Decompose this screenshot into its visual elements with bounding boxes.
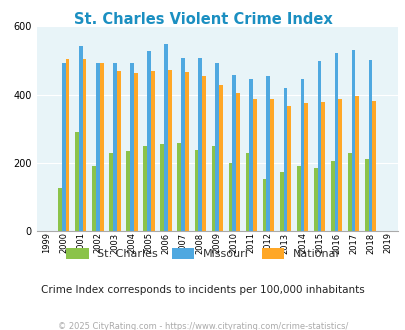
Bar (109, 152, 113, 231)
Bar (296, 166, 300, 231)
Bar (232, 75, 236, 231)
Bar (83, 59, 86, 231)
Bar (313, 168, 317, 231)
Bar (211, 147, 215, 231)
Bar (198, 58, 202, 231)
Bar (164, 44, 168, 231)
Bar (347, 153, 351, 231)
Bar (100, 63, 103, 231)
Bar (151, 71, 154, 231)
Bar (262, 179, 266, 231)
Bar (304, 104, 307, 231)
Bar (249, 79, 253, 231)
Bar (337, 99, 341, 231)
Bar (228, 163, 232, 231)
Bar (354, 96, 358, 231)
Bar (368, 60, 371, 231)
Bar (270, 99, 273, 231)
Bar (130, 63, 134, 231)
Bar (168, 70, 171, 231)
Text: St. Charles Violent Crime Index: St. Charles Violent Crime Index (73, 12, 332, 26)
Bar (194, 150, 198, 231)
Bar (58, 188, 62, 231)
Bar (92, 166, 96, 231)
Bar (62, 63, 66, 231)
Bar (75, 132, 79, 231)
Bar (79, 46, 83, 231)
Text: © 2025 CityRating.com - https://www.cityrating.com/crime-statistics/: © 2025 CityRating.com - https://www.city… (58, 322, 347, 330)
Bar (126, 151, 130, 231)
Bar (147, 51, 151, 231)
Bar (117, 71, 120, 231)
Bar (160, 144, 164, 231)
Bar (185, 72, 188, 231)
Bar (181, 58, 185, 231)
Bar (371, 101, 375, 231)
Bar (279, 172, 283, 231)
Legend: St. Charles, Missouri, National: St. Charles, Missouri, National (62, 243, 343, 263)
Bar (287, 106, 290, 231)
Bar (202, 76, 205, 231)
Bar (134, 73, 137, 231)
Bar (317, 60, 321, 231)
Bar (66, 59, 69, 231)
Bar (283, 88, 287, 231)
Bar (245, 152, 249, 231)
Bar (321, 102, 324, 231)
Bar (253, 99, 256, 231)
Bar (334, 53, 337, 231)
Bar (300, 79, 304, 231)
Bar (351, 50, 354, 231)
Bar (143, 147, 147, 231)
Bar (266, 76, 270, 231)
Bar (177, 143, 181, 231)
Bar (96, 63, 100, 231)
Text: Crime Index corresponds to incidents per 100,000 inhabitants: Crime Index corresponds to incidents per… (41, 285, 364, 295)
Bar (330, 161, 334, 231)
Bar (236, 93, 239, 231)
Bar (219, 85, 222, 231)
Bar (364, 159, 368, 231)
Bar (215, 63, 219, 231)
Bar (113, 63, 117, 231)
